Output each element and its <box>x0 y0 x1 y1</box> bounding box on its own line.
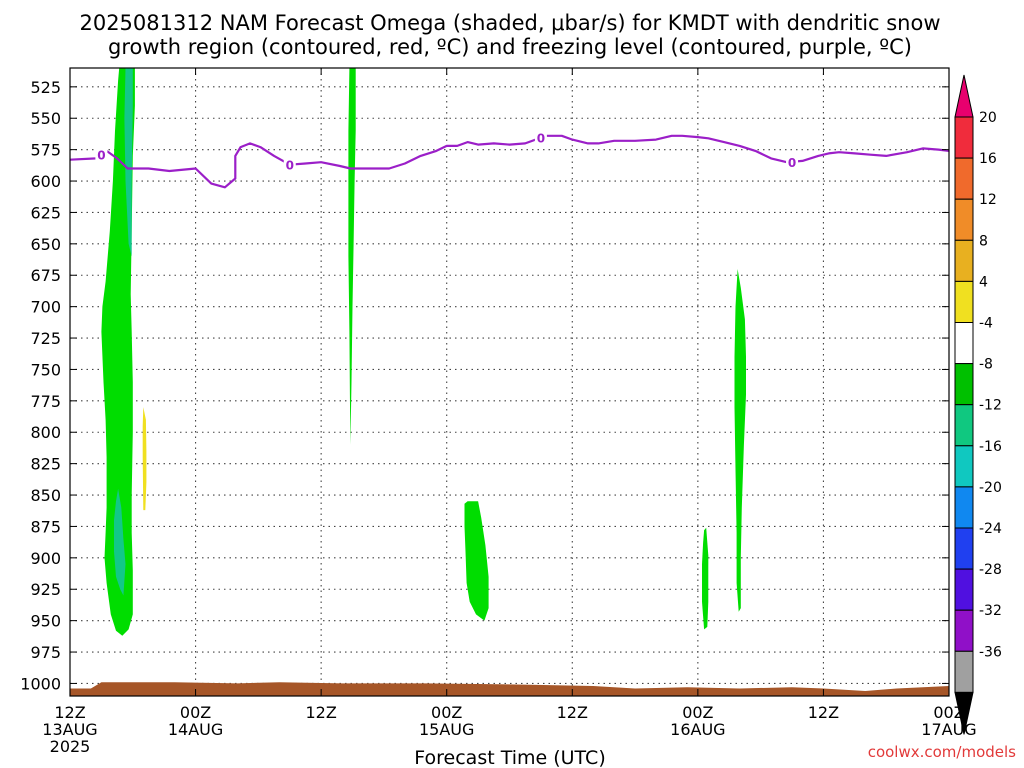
freezing-level-label-bg <box>95 146 108 162</box>
colorbar-top-arrow <box>954 74 974 118</box>
colorbar-label: -4 <box>979 316 993 332</box>
x-tick-label: 15AUG <box>419 720 474 739</box>
colorbar-label: -36 <box>979 644 1002 660</box>
x-tick-label: 16AUG <box>670 720 725 739</box>
colorbar-label: -16 <box>979 439 1002 455</box>
x-tick-label: 12Z <box>305 703 336 722</box>
terrain-fill <box>70 682 949 696</box>
y-tick-label: 825 <box>30 455 61 474</box>
omega-region-5 <box>702 527 709 630</box>
x-tick-label: 2025 <box>50 737 91 756</box>
freezing-level: 0 0 0 0 <box>70 129 949 189</box>
colorbar-segment <box>954 609 974 652</box>
colorbar-label: 12 <box>979 192 997 208</box>
colorbar-label: -8 <box>979 357 993 373</box>
y-tick-label: 525 <box>30 78 61 97</box>
colorbar-label: 20 <box>979 110 997 126</box>
x-tick-label: 14AUG <box>168 720 223 739</box>
x-tick-label: 17AUG <box>921 720 976 739</box>
colorbar-segment <box>954 198 974 241</box>
colorbar-segment <box>954 322 974 365</box>
freezing-level-label-bg <box>534 129 547 145</box>
x-tick-label: 00Z <box>933 703 964 722</box>
x-tick-label: 00Z <box>431 703 462 722</box>
colorbar: 20 16 12 8 4 -4 -8 -12 -16 -20 -24 -28 -32 -36 <box>954 74 1002 735</box>
colorbar-segment <box>954 157 974 200</box>
colorbar-segment <box>954 116 974 159</box>
colorbar-label: -28 <box>979 562 1002 578</box>
y-tick-label: 575 <box>30 141 61 160</box>
y-tick-label: 750 <box>30 360 61 379</box>
omega-region-1 <box>124 68 133 257</box>
y-tick-label: 900 <box>30 549 61 568</box>
y-tick-label: 775 <box>30 392 61 411</box>
plot-frame <box>69 67 950 697</box>
freezing-level-label: 0 <box>537 132 545 146</box>
y-tick-label: 650 <box>30 235 61 254</box>
colorbar-label: -24 <box>979 521 1002 537</box>
y-axis-ticks: 525 550 575 600 625 650 675 700 725 750 775 800 825 8… <box>20 78 949 693</box>
terrain <box>70 682 949 696</box>
y-tick-label: 850 <box>30 486 61 505</box>
colorbar-label: 8 <box>979 233 988 249</box>
colorbar-segment <box>954 239 974 282</box>
colorbar-segment <box>954 486 974 529</box>
chart-title-line2: growth region (contoured, red, ºC) and f… <box>108 35 912 59</box>
colorbar-label: -12 <box>979 398 1002 414</box>
colorbar-segment <box>954 280 974 323</box>
freezing-level-line <box>70 134 949 189</box>
y-tick-label: 625 <box>30 203 61 222</box>
y-tick-label: 600 <box>30 172 61 191</box>
y-tick-label: 875 <box>30 517 61 536</box>
colorbar-segment <box>954 404 974 447</box>
plot-area <box>70 68 949 696</box>
colorbar-segment <box>954 568 974 611</box>
freezing-level-label: 0 <box>286 159 294 173</box>
freezing-level-label-bg <box>786 153 799 169</box>
omega-region-2 <box>114 488 126 596</box>
omega-shading <box>101 68 746 636</box>
omega-region-4 <box>464 501 489 621</box>
colorbar-segment <box>954 363 974 406</box>
y-tick-label: 950 <box>30 612 61 631</box>
freezing-level-label-bg <box>283 156 296 172</box>
x-axis-label: Forecast Time (UTC) <box>414 747 605 768</box>
y-tick-label: 725 <box>30 329 61 348</box>
grid-lines <box>70 68 949 696</box>
freezing-level-label: 0 <box>97 149 105 163</box>
y-tick-label: 700 <box>30 298 61 317</box>
x-tick-label: 13AUG <box>42 720 97 739</box>
omega-region-7 <box>142 407 147 511</box>
x-tick-label: 12Z <box>808 703 839 722</box>
omega-region-6 <box>734 269 746 612</box>
colorbar-label: -20 <box>979 480 1002 496</box>
omega-region-0 <box>101 68 135 636</box>
y-tick-label: 975 <box>30 643 61 662</box>
freezing-level-label: 0 <box>788 156 796 170</box>
credit-text: coolwx.com/models <box>868 743 1016 761</box>
y-tick-label: 675 <box>30 266 61 285</box>
colorbar-segment <box>954 445 974 488</box>
x-tick-label: 12Z <box>54 703 85 722</box>
x-tick-label: 00Z <box>682 703 713 722</box>
colorbar-segment <box>954 650 974 693</box>
chart-title-line1: 2025081312 NAM Forecast Omega (shaded, μ… <box>79 11 940 35</box>
x-tick-label: 00Z <box>180 703 211 722</box>
y-tick-label: 925 <box>30 580 61 599</box>
y-tick-label: 1000 <box>20 674 61 693</box>
omega-region-3 <box>348 68 356 445</box>
y-tick-label: 550 <box>30 109 61 128</box>
colorbar-segment <box>954 527 974 570</box>
colorbar-bottom-arrow <box>954 691 974 735</box>
y-tick-label: 800 <box>30 423 61 442</box>
colorbar-label: -32 <box>979 603 1002 619</box>
colorbar-label: 4 <box>979 274 988 290</box>
x-tick-label: 12Z <box>557 703 588 722</box>
colorbar-label: 16 <box>979 151 997 167</box>
